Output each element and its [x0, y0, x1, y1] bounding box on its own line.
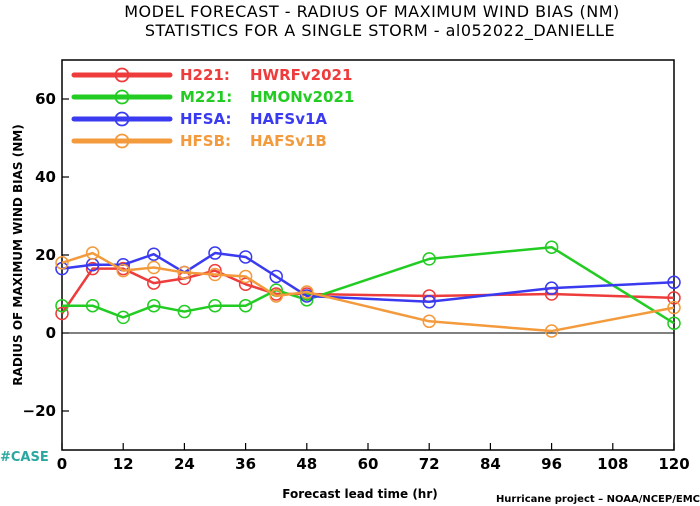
x-tick-label: 60	[358, 455, 379, 473]
legend-marker	[114, 89, 130, 105]
data-point-marker	[208, 267, 222, 282]
y-tick-label: −20	[23, 402, 56, 420]
y-axis-ticks: −20 0 20 40 60	[23, 90, 69, 420]
x-tick-label: 48	[296, 455, 317, 473]
x-tick-label: 24	[174, 455, 195, 473]
y-tick-label: 20	[35, 246, 56, 264]
data-point-marker	[544, 240, 559, 254]
legend-label: HAFSv1B	[250, 132, 327, 150]
data-point-marker	[85, 298, 100, 313]
legend-entry: M221: HMONv2021	[71, 88, 354, 106]
series-layer	[55, 240, 681, 338]
x-tick-label: 72	[419, 455, 440, 473]
data-point-marker	[238, 269, 253, 284]
data-point-marker	[208, 246, 222, 260]
case-brand-label: #CASE	[0, 450, 49, 465]
x-axis-label: Forecast lead time (hr)	[282, 487, 438, 501]
y-tick-label: 40	[35, 168, 56, 186]
data-point-marker	[116, 310, 130, 325]
data-point-marker	[667, 275, 681, 290]
x-tick-label: 108	[597, 455, 628, 473]
legend-code: HFSB:	[180, 132, 231, 150]
x-tick-label: 84	[480, 455, 501, 473]
data-point-marker	[238, 298, 253, 313]
data-point-marker	[55, 256, 69, 270]
data-point-marker	[422, 295, 436, 309]
data-point-marker	[208, 298, 222, 313]
legend-label: HAFSv1A	[250, 110, 327, 128]
data-point-marker	[300, 285, 314, 299]
data-point-marker	[422, 314, 436, 329]
x-tick-label: 0	[57, 455, 67, 473]
legend: H221: HWRFv2021 M221: HMONv2021 HFSA: HAFSv1A…	[71, 66, 354, 150]
legend-code: M221:	[180, 88, 232, 106]
data-point-marker	[269, 289, 283, 303]
credit-text: Hurricane project – NOAA/NCEP/EMC	[496, 494, 700, 505]
data-point-marker	[147, 247, 161, 261]
data-point-marker	[147, 260, 161, 275]
legend-code: H221:	[180, 66, 230, 84]
data-point-marker	[544, 324, 559, 338]
data-point-marker	[422, 252, 436, 266]
series-HMONv2021	[55, 240, 681, 330]
data-point-marker	[300, 289, 314, 303]
x-tick-label: 36	[235, 455, 256, 473]
legend-label: HWRFv2021	[250, 66, 352, 84]
y-axis-label: RADIUS OF MAXIMUM WIND BIAS (NM)	[11, 124, 25, 385]
data-point-marker	[300, 293, 314, 307]
series-HAFSv1A	[55, 246, 681, 309]
legend-marker	[114, 67, 130, 83]
y-tick-label: 0	[46, 324, 56, 342]
data-point-marker	[147, 276, 161, 290]
data-point-marker	[667, 291, 681, 305]
data-point-marker	[667, 300, 681, 315]
series-line	[61, 251, 675, 304]
legend-marker	[114, 111, 130, 127]
data-point-marker	[208, 263, 222, 278]
legend-code: HFSA:	[180, 110, 232, 128]
x-tick-label: 12	[113, 455, 134, 473]
x-tick-label: 96	[541, 455, 562, 473]
data-point-marker	[238, 250, 253, 264]
legend-entry: HFSA: HAFSv1A	[71, 110, 327, 128]
series-HAFSv1B	[55, 246, 681, 338]
data-point-marker	[177, 265, 192, 280]
data-point-marker	[544, 281, 559, 295]
legend-entry: H221: HWRFv2021	[71, 66, 352, 84]
chart-title: MODEL FORECAST - RADIUS OF MAXIMUM WIND …	[124, 2, 620, 21]
data-point-marker	[177, 304, 192, 319]
data-point-marker	[116, 263, 130, 278]
data-point-marker	[269, 269, 283, 284]
data-point-marker	[55, 306, 69, 321]
legend-entry: HFSB: HAFSv1B	[71, 132, 327, 150]
y-tick-label: 60	[35, 90, 56, 108]
x-tick-label: 120	[658, 455, 689, 473]
data-point-marker	[85, 261, 100, 276]
data-point-marker	[238, 277, 253, 291]
data-point-marker	[667, 316, 681, 330]
legend-label: HMONv2021	[250, 88, 354, 106]
legend-marker	[114, 133, 130, 149]
chart-subtitle: STATISTICS FOR A SINGLE STORM - al052022…	[145, 21, 615, 41]
x-axis-ticks: 0 12 24 36 48 60 72 84 96 108 120	[57, 443, 690, 473]
data-point-marker	[147, 298, 161, 313]
data-point-marker	[55, 298, 69, 313]
data-point-marker	[85, 246, 100, 260]
